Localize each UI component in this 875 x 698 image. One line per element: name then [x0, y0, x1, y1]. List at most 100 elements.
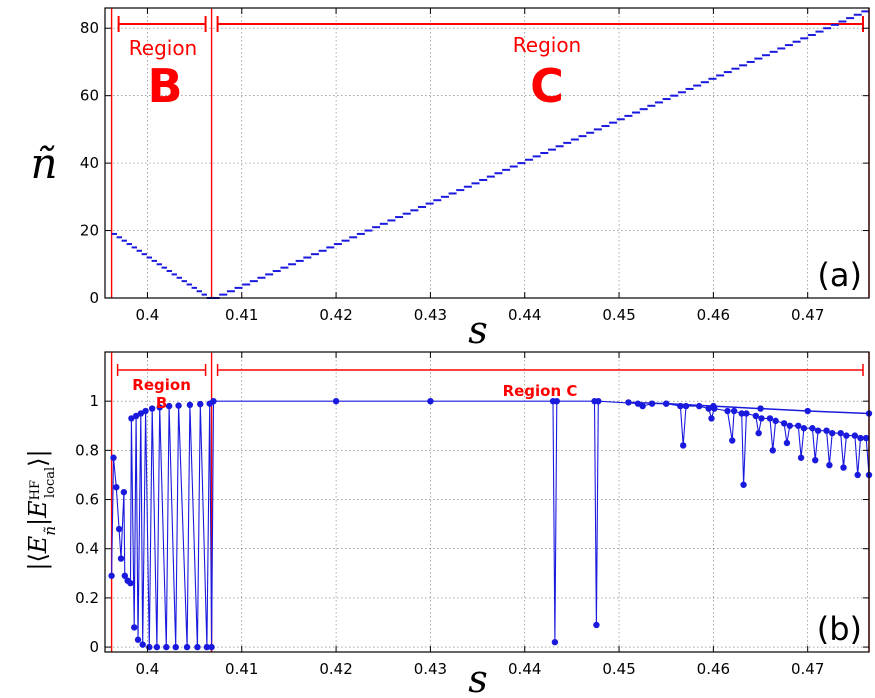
data-point [131, 624, 138, 631]
x-tick-label: 0.43 [414, 660, 447, 678]
data-point [800, 425, 808, 432]
panel-a-grid [105, 8, 869, 299]
data-point [804, 407, 811, 415]
y-tick-label: 20 [80, 222, 99, 240]
y-tick-label: 0.6 [75, 491, 99, 509]
data-point [121, 572, 129, 579]
data-point [708, 415, 715, 422]
data-point [823, 427, 830, 434]
panel-b-tag: (b) [817, 610, 862, 648]
data-point [696, 402, 703, 410]
data-point [710, 402, 717, 410]
data-point [108, 572, 115, 579]
data-point [851, 432, 859, 439]
data-point [795, 422, 802, 429]
data-point [769, 447, 776, 454]
data-point [705, 405, 712, 412]
x-tick-label: 0.42 [319, 306, 352, 324]
data-point [843, 432, 850, 439]
data-point [110, 454, 117, 461]
series-envelope-line [628, 401, 870, 415]
y-tick-label: 60 [80, 87, 99, 105]
x-tick-label: 0.42 [319, 660, 352, 678]
data-point [812, 456, 819, 464]
data-point [127, 579, 134, 587]
data-point [783, 439, 791, 447]
data-point [679, 442, 687, 449]
series-line [111, 400, 870, 648]
panel-b-region-b-label: Region B [132, 376, 191, 412]
data-point [595, 397, 602, 405]
data-point [115, 525, 123, 533]
data-point [551, 638, 559, 646]
panel-a-region-c-letter: C [530, 59, 564, 113]
data-point [639, 402, 646, 410]
x-tick-label: 0.41 [225, 306, 258, 324]
data-point [427, 397, 434, 405]
x-tick-label: 0.43 [414, 306, 447, 324]
panel-b-y-ticks: 0 0.2 0.4 0.6 0.8 1 [75, 392, 869, 656]
data-point [120, 488, 128, 496]
panel-a-frame [104, 7, 870, 299]
y-tick-label: 80 [80, 19, 99, 37]
data-point [634, 400, 642, 407]
data-point [862, 434, 870, 442]
panel-a-region-c-label: Region [513, 33, 581, 57]
data-point [175, 402, 182, 409]
data-point [766, 415, 774, 422]
data-point [786, 422, 793, 429]
panel-a-step-series [111, 10, 870, 299]
x-tick-label: 0.46 [697, 306, 730, 324]
y-tick-label: 40 [80, 154, 99, 172]
panel-a-x-axis-label: s [468, 308, 488, 352]
data-point [163, 643, 170, 651]
panel-b-line-series [108, 397, 873, 651]
data-point [743, 410, 750, 417]
data-point [780, 420, 788, 427]
panel-a-y-axis-label: ñ [30, 139, 57, 188]
x-tick-label: 0.4 [136, 306, 160, 324]
y-tick-label: 0 [89, 289, 99, 307]
data-point [625, 399, 632, 406]
panel-b-x-axis-label: s [468, 657, 488, 698]
data-point [740, 481, 747, 488]
data-point [752, 412, 760, 420]
panel-a-x-ticks: 0.4 0.41 0.42 0.43 0.44 0.45 0.46 0.47 [136, 8, 824, 324]
data-point [113, 484, 120, 491]
y-tick-label: 0.4 [75, 540, 99, 558]
data-point [724, 407, 731, 415]
panel-a-region-b-label: Region [129, 36, 197, 60]
x-tick-label: 0.46 [697, 660, 730, 678]
y-tick-label: 0.8 [75, 441, 99, 459]
panel-a-region-markers [110, 8, 870, 298]
data-point [117, 555, 125, 562]
panel-a-region-b-letter: B [147, 59, 182, 113]
panel-b-grid [105, 352, 869, 652]
y-tick-label: 1 [89, 392, 99, 410]
data-point [142, 407, 149, 415]
data-point [332, 397, 340, 405]
data-point [757, 405, 764, 412]
x-tick-label: 0.45 [602, 660, 635, 678]
y-tick-label: 0.2 [75, 589, 99, 607]
data-point [208, 643, 215, 651]
panel-b-region-c-label: Region C [503, 382, 578, 400]
data-point [153, 643, 161, 651]
data-point [210, 397, 217, 405]
data-point [772, 417, 779, 425]
data-point [648, 400, 656, 407]
data-point [758, 415, 765, 422]
data-point [197, 400, 204, 408]
data-point [826, 461, 833, 469]
data-point [194, 643, 201, 651]
x-tick-label: 0.47 [791, 306, 824, 324]
panel-b-chart: 0.4 0.41 0.42 0.43 0.44 0.45 0.46 0.47 00.20.40… [24, 351, 873, 698]
x-tick-label: 0.47 [791, 660, 824, 678]
data-point [203, 643, 211, 651]
data-point [840, 464, 847, 471]
data-point [148, 405, 156, 412]
data-point [134, 636, 142, 643]
x-tick-label: 0.44 [508, 306, 541, 324]
data-point [814, 427, 822, 434]
x-tick-label: 0.4 [136, 660, 160, 678]
